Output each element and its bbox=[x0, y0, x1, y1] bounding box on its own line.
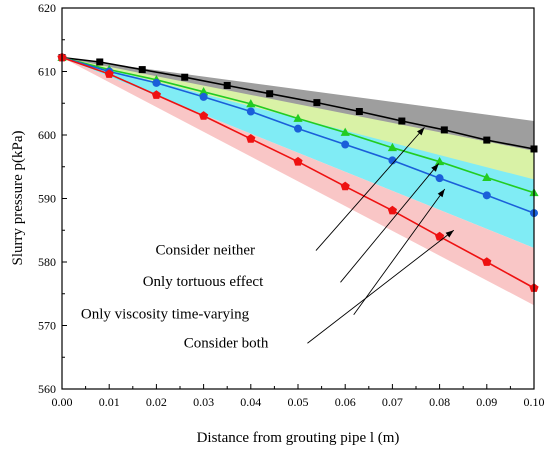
marker-neither bbox=[398, 117, 406, 125]
x-tick-label: 0.08 bbox=[429, 395, 450, 409]
confidence-bands bbox=[62, 57, 534, 306]
x-tick-label: 0.04 bbox=[240, 395, 261, 409]
marker-both bbox=[482, 257, 492, 266]
marker-viscosity bbox=[294, 124, 302, 133]
marker-viscosity bbox=[482, 191, 491, 200]
marker-both bbox=[293, 156, 303, 166]
marker-neither bbox=[223, 81, 231, 89]
marker-viscosity bbox=[341, 140, 350, 149]
y-tick-label: 580 bbox=[38, 255, 56, 269]
x-tick-label: 0.02 bbox=[146, 395, 167, 409]
x-tick-label: 0.05 bbox=[288, 395, 309, 409]
y-tick-label: 560 bbox=[38, 382, 56, 396]
marker-neither bbox=[483, 136, 491, 144]
y-axis-title: Slurry pressure p(kPa) bbox=[10, 131, 26, 266]
axes: 0.00 0.01 0.02 0.03 0.04 0.05 0.06 0.07 0.08 0.09… bbox=[38, 1, 545, 409]
annotations: Consider neither Only tortuous effect Only… bbox=[81, 127, 455, 352]
annotation-label: Consider both bbox=[184, 336, 269, 352]
marker-both bbox=[151, 90, 161, 99]
arrowhead bbox=[445, 230, 454, 238]
annotation-arrow bbox=[307, 229, 455, 344]
marker-neither bbox=[266, 90, 274, 98]
marker-viscosity bbox=[199, 92, 208, 101]
marker-tortuous bbox=[293, 113, 303, 122]
marker-tortuous bbox=[199, 87, 209, 96]
y-tick-label: 610 bbox=[38, 65, 56, 79]
annotation-arrow bbox=[340, 163, 440, 283]
annotation-label: Only viscosity time-varying bbox=[81, 307, 250, 323]
marker-tortuous bbox=[482, 172, 492, 181]
marker-tortuous bbox=[387, 142, 397, 152]
y-tick-label: 570 bbox=[38, 319, 56, 333]
arrowhead bbox=[417, 127, 425, 136]
marker-viscosity bbox=[246, 107, 255, 116]
arrowhead bbox=[431, 163, 439, 172]
annotation-arrow bbox=[353, 188, 446, 315]
marker-neither bbox=[181, 73, 189, 81]
line-neither bbox=[61, 56, 535, 150]
x-axis-title: Distance from grouting pipe l (m) bbox=[197, 430, 400, 446]
marker-neither bbox=[138, 66, 146, 74]
band-both bbox=[62, 57, 534, 306]
x-tick-label: 0.01 bbox=[99, 395, 120, 409]
arrowhead bbox=[437, 189, 445, 198]
annotation-label: Only tortuous effect bbox=[143, 274, 264, 290]
marker-neither bbox=[440, 126, 448, 134]
marker-both bbox=[199, 111, 209, 120]
marker-viscosity bbox=[152, 78, 161, 87]
x-tick-label: 0.00 bbox=[52, 395, 73, 409]
y-tick-label: 600 bbox=[38, 128, 56, 142]
marker-both bbox=[435, 231, 445, 241]
marker-both bbox=[387, 205, 397, 215]
marker-tortuous bbox=[246, 99, 256, 108]
marker-tortuous bbox=[340, 127, 350, 136]
x-tick-label: 0.06 bbox=[335, 395, 356, 409]
marker-neither bbox=[313, 99, 321, 107]
x-tick-label: 0.03 bbox=[193, 395, 214, 409]
marker-neither bbox=[96, 58, 104, 66]
annotation-arrow bbox=[315, 127, 425, 251]
x-tick-label: 0.10 bbox=[524, 395, 545, 409]
marker-neither bbox=[355, 108, 363, 116]
marker-viscosity bbox=[435, 174, 444, 183]
marker-both bbox=[104, 69, 114, 78]
x-tick-label: 0.09 bbox=[476, 395, 497, 409]
annotation-label: Consider neither bbox=[155, 242, 255, 258]
marker-both bbox=[246, 134, 256, 143]
marker-both bbox=[340, 181, 350, 191]
x-tick-label: 0.07 bbox=[382, 395, 403, 409]
y-tick-label: 590 bbox=[38, 192, 56, 206]
y-tick-label: 620 bbox=[38, 1, 56, 15]
marker-tortuous bbox=[435, 156, 445, 166]
marker-viscosity bbox=[388, 156, 397, 165]
